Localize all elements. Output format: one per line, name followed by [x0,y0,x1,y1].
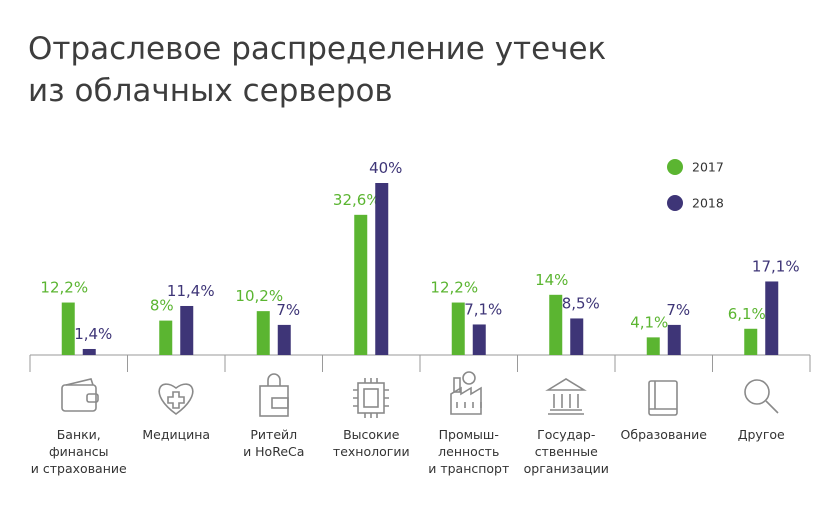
bar [180,305,194,355]
legend-marker [667,195,683,211]
legend-label: 2018 [692,196,724,211]
category-label: Другое [737,427,785,442]
icon-bag [259,373,289,417]
icon-building [545,378,587,415]
bar [744,328,758,355]
category-label: Образование [620,427,707,442]
value-label: 7% [666,301,690,319]
icon-book [648,380,678,416]
category-label: Ритейл и HoReCa [243,427,305,459]
value-label: 14% [535,271,568,289]
value-label: 7% [276,301,300,319]
value-label: 8,5% [562,294,600,312]
bar [375,183,389,355]
value-label: 7,1% [464,300,502,318]
bar [82,348,96,355]
value-label: 40% [369,159,402,177]
bar [277,324,291,355]
icon-wallet [61,378,99,412]
legend-marker [667,159,683,175]
bar [61,302,75,355]
category-label: Банки, финансы и страхование [30,427,127,476]
value-label: 12,2% [40,279,88,297]
value-label: 1,4% [74,325,112,343]
value-label: 17,1% [752,257,800,275]
icon-chip [353,378,389,418]
bar [765,281,779,355]
category-label: Промыш- ленность и транспорт [428,427,510,476]
bar [570,318,584,355]
icon-factory [450,371,482,415]
bar [549,294,563,355]
bar [451,302,465,355]
value-label: 10,2% [235,287,283,305]
value-label: 6,1% [728,305,766,323]
legend-label: 2017 [692,160,724,175]
bar [159,320,173,355]
value-label: 32,6% [333,191,381,209]
bar [667,324,681,355]
value-label: 12,2% [430,279,478,297]
category-label: Медицина [142,427,211,442]
icon-search [744,379,779,414]
bar [646,337,660,355]
category-label: Высокие технологии [332,427,410,459]
icons [61,371,779,418]
value-label: 11,4% [167,282,215,300]
chart-title: Отраслевое распределение утечек из облач… [28,31,607,109]
bar [472,324,486,355]
bar [256,311,270,355]
category-label: Государ- ственные организации [523,427,609,476]
icon-heart [158,383,194,415]
bar [354,214,368,355]
value-label: 8% [150,297,174,315]
value-label: 4,1% [630,313,668,331]
